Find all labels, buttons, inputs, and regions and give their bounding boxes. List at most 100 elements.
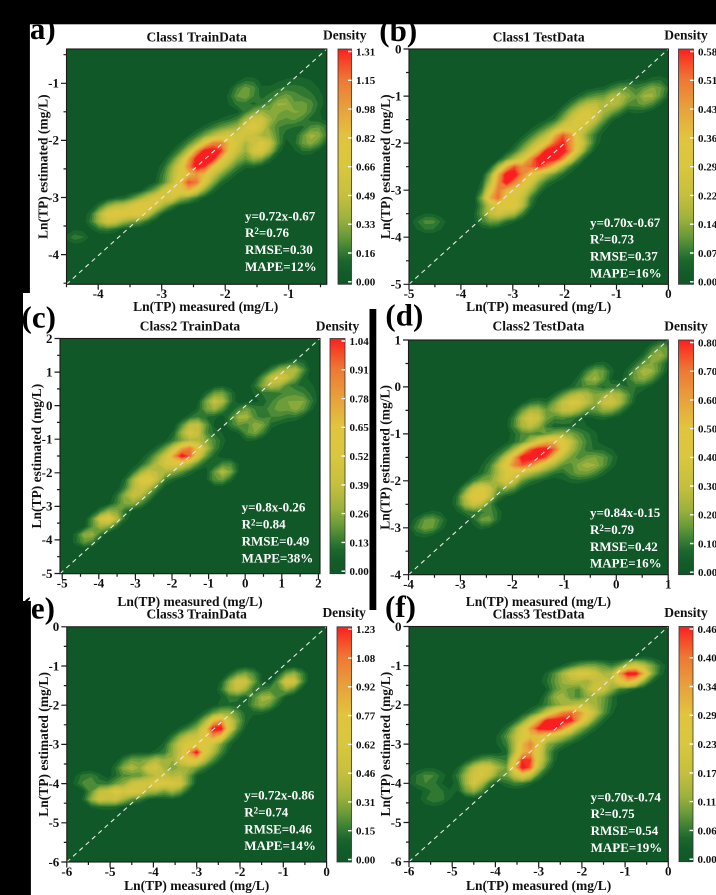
svg-text:Class2 TestData: Class2 TestData [492, 319, 584, 334]
svg-text:(d): (d) [385, 297, 423, 332]
svg-text:(c): (c) [22, 300, 56, 335]
svg-text:0.49: 0.49 [356, 190, 376, 202]
svg-text:-1: -1 [278, 864, 289, 879]
svg-text:-4: -4 [490, 864, 501, 879]
svg-text:-2: -2 [235, 864, 246, 879]
svg-text:-2: -2 [507, 577, 518, 592]
svg-text:1: 1 [665, 577, 672, 592]
svg-text:Density: Density [664, 28, 708, 43]
svg-text:-3: -3 [156, 286, 167, 301]
svg-text:-3: -3 [507, 286, 518, 301]
svg-text:Class1 TrainData: Class1 TrainData [147, 30, 248, 45]
svg-text:0: 0 [395, 379, 402, 394]
svg-text:-4: -4 [48, 776, 59, 791]
svg-text:0.30: 0.30 [698, 481, 716, 493]
svg-text:0.34: 0.34 [698, 681, 716, 693]
svg-text:Ln(TP) estimated (mg/L): Ln(TP) estimated (mg/L) [378, 672, 393, 817]
svg-text:y=0.8x-0.26: y=0.8x-0.26 [242, 500, 306, 515]
svg-text:-4: -4 [93, 576, 104, 591]
svg-text:0.98: 0.98 [356, 104, 376, 116]
svg-text:Density: Density [664, 605, 708, 620]
svg-text:0.46: 0.46 [356, 768, 376, 780]
svg-text:-4: -4 [48, 247, 59, 262]
svg-text:0: 0 [242, 576, 249, 591]
svg-text:-1: -1 [611, 286, 622, 301]
svg-text:0.31: 0.31 [356, 797, 375, 809]
svg-text:-1: -1 [48, 76, 59, 91]
svg-text:0.00: 0.00 [698, 854, 716, 866]
svg-text:0.13: 0.13 [350, 537, 370, 549]
svg-text:-3: -3 [42, 499, 53, 514]
svg-text:-5: -5 [48, 815, 59, 830]
svg-text:1: 1 [395, 332, 402, 347]
svg-text:-4: -4 [390, 567, 401, 582]
svg-text:-2: -2 [48, 133, 59, 148]
svg-text:0.91: 0.91 [350, 365, 369, 377]
svg-text:Ln(TP) measured (mg/L): Ln(TP) measured (mg/L) [124, 878, 269, 893]
svg-text:RMSE=0.42: RMSE=0.42 [590, 539, 658, 554]
svg-text:0: 0 [395, 619, 402, 634]
svg-text:0.77: 0.77 [356, 711, 376, 723]
svg-text:-3: -3 [390, 520, 401, 535]
svg-text:Class3 TrainData: Class3 TrainData [147, 606, 248, 621]
svg-text:0.26: 0.26 [350, 509, 370, 521]
svg-text:R2=0.79: R2=0.79 [590, 522, 635, 537]
svg-text:0.46: 0.46 [698, 624, 716, 636]
svg-text:-3: -3 [391, 736, 402, 751]
svg-text:0.22: 0.22 [698, 190, 716, 202]
svg-text:1: 1 [46, 364, 53, 379]
svg-text:MAPE=19%: MAPE=19% [591, 840, 663, 855]
svg-text:0.58: 0.58 [698, 46, 716, 58]
svg-text:R2=0.84: R2=0.84 [242, 517, 287, 532]
svg-text:0.60: 0.60 [698, 395, 716, 407]
svg-text:-2: -2 [390, 473, 401, 488]
svg-text:Ln(TP) measured (mg/L): Ln(TP) measured (mg/L) [133, 299, 278, 314]
svg-text:Class1 TestData: Class1 TestData [493, 30, 585, 45]
svg-text:0.43: 0.43 [698, 104, 716, 116]
svg-text:1.31: 1.31 [356, 46, 375, 58]
svg-text:0.23: 0.23 [698, 739, 716, 751]
svg-text:0.40: 0.40 [698, 452, 716, 464]
svg-text:0: 0 [53, 619, 60, 634]
svg-text:-1: -1 [203, 576, 214, 591]
svg-text:0.20: 0.20 [698, 510, 716, 522]
svg-text:0.17: 0.17 [698, 768, 716, 780]
svg-text:-5: -5 [105, 864, 116, 879]
svg-text:0.00: 0.00 [356, 854, 376, 866]
svg-text:0.82: 0.82 [356, 133, 376, 145]
svg-text:MAPE=38%: MAPE=38% [242, 550, 314, 565]
svg-text:R2=0.76: R2=0.76 [245, 225, 290, 240]
svg-text:1.15: 1.15 [356, 75, 376, 87]
svg-text:0.52: 0.52 [350, 451, 370, 463]
svg-text:1.04: 1.04 [350, 336, 370, 348]
svg-text:-4: -4 [42, 532, 53, 547]
svg-text:-1: -1 [391, 88, 402, 103]
svg-text:(f): (f) [385, 589, 416, 624]
svg-text:-5: -5 [42, 566, 53, 581]
svg-text:RMSE=0.54: RMSE=0.54 [591, 823, 659, 838]
svg-text:0.16: 0.16 [356, 248, 376, 260]
svg-text:y=0.70x-0.67: y=0.70x-0.67 [590, 215, 661, 230]
svg-text:0.80: 0.80 [698, 337, 716, 349]
svg-text:MAPE=16%: MAPE=16% [590, 556, 662, 571]
svg-text:0.66: 0.66 [356, 162, 376, 174]
svg-text:-6: -6 [61, 864, 72, 879]
svg-text:y=0.84x-0.15: y=0.84x-0.15 [590, 505, 661, 520]
svg-text:Ln(TP) estimated (mg/L): Ln(TP) estimated (mg/L) [378, 94, 393, 239]
svg-text:-5: -5 [391, 815, 402, 830]
svg-text:-2: -2 [48, 698, 59, 713]
svg-text:R2=0.73: R2=0.73 [590, 232, 635, 247]
svg-text:y=0.70x-0.74: y=0.70x-0.74 [591, 789, 662, 804]
svg-text:Ln(TP) estimated (mg/L): Ln(TP) estimated (mg/L) [36, 672, 51, 817]
svg-text:0.51: 0.51 [698, 75, 716, 87]
svg-text:1.08: 1.08 [356, 653, 376, 665]
svg-text:MAPE=14%: MAPE=14% [244, 838, 316, 853]
svg-text:R2=0.74: R2=0.74 [244, 804, 289, 819]
svg-text:0.29: 0.29 [698, 710, 716, 722]
svg-text:0.78: 0.78 [350, 393, 370, 405]
svg-text:-4: -4 [455, 286, 466, 301]
svg-text:-5: -5 [391, 277, 402, 292]
svg-text:-5: -5 [404, 286, 415, 301]
svg-text:-2: -2 [220, 286, 231, 301]
svg-text:Ln(TP) estimated (mg/L): Ln(TP) estimated (mg/L) [36, 94, 51, 239]
